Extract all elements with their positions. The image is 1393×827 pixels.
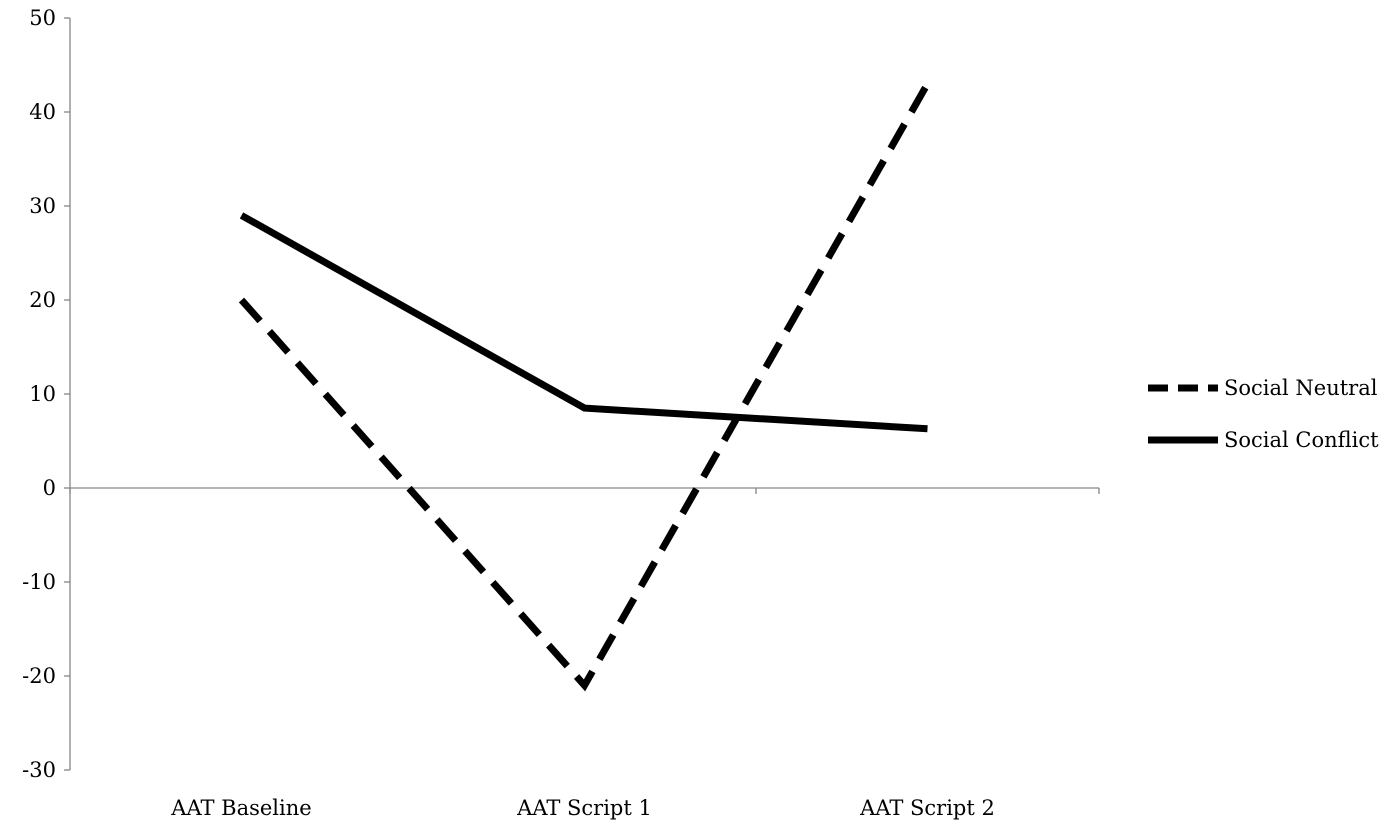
y-tick-label: 50 bbox=[29, 6, 56, 30]
y-tick-label: 40 bbox=[29, 100, 56, 124]
series-line-social-conflict bbox=[239, 212, 928, 433]
x-tick-label: AAT Baseline bbox=[170, 796, 311, 820]
chart-axes: -30 -20 -10 0 10 20 30 40 50 AAT Baseline AAT Scr… bbox=[22, 6, 1100, 820]
legend-label: Social Neutral bbox=[1224, 376, 1378, 400]
y-tick-label: -20 bbox=[22, 664, 56, 688]
y-tick-label: 30 bbox=[29, 194, 56, 218]
chart-legend: Social Neutral Social Conflict bbox=[1148, 376, 1379, 452]
series-layer bbox=[238, 82, 931, 692]
x-axis-ticks: AAT Baseline AAT Script 1 AAT Script 2 bbox=[69, 488, 1100, 820]
y-tick-label: 0 bbox=[43, 476, 56, 500]
y-tick-label: -10 bbox=[22, 570, 56, 594]
x-tick-label: AAT Script 2 bbox=[859, 796, 995, 820]
x-tick-label: AAT Script 1 bbox=[516, 796, 652, 820]
y-axis-ticks: -30 -20 -10 0 10 20 30 40 50 bbox=[22, 6, 70, 782]
legend-label: Social Conflict bbox=[1224, 428, 1379, 452]
y-tick-label: -30 bbox=[22, 758, 56, 782]
y-tick-label: 20 bbox=[29, 288, 56, 312]
y-tick-label: 10 bbox=[29, 382, 56, 406]
series-line-social-neutral bbox=[238, 82, 931, 692]
